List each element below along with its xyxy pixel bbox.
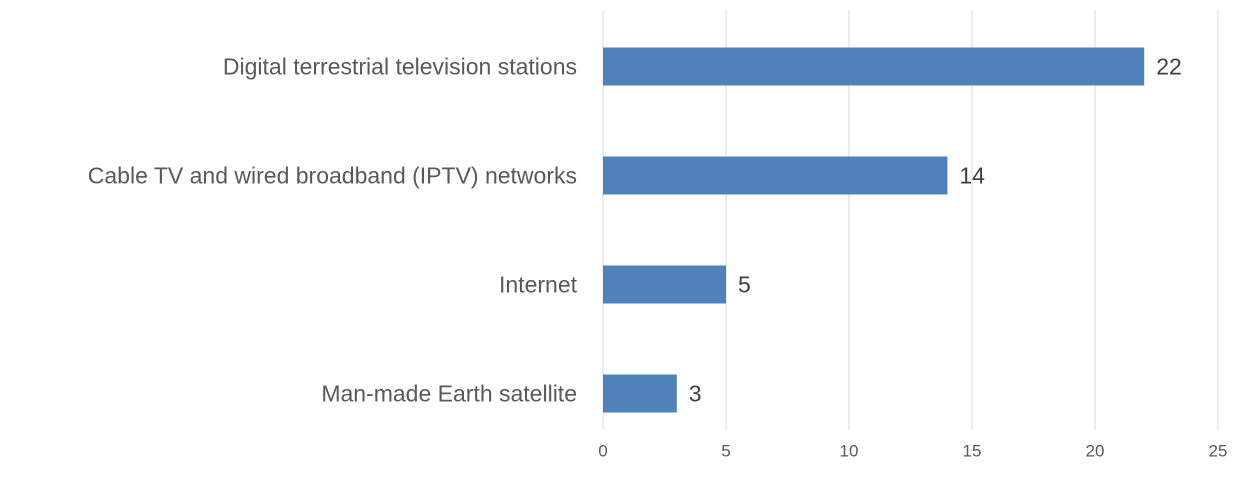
- y-tick-label: Internet: [499, 272, 578, 298]
- x-tick-label: 15: [963, 441, 982, 460]
- x-tick-label: 0: [598, 441, 607, 460]
- y-tick-label: Man-made Earth satellite: [321, 381, 577, 407]
- bar: [603, 265, 726, 304]
- bar: [603, 47, 1145, 86]
- data-label: 14: [959, 163, 985, 189]
- bar: [603, 156, 948, 195]
- bar: [603, 374, 677, 413]
- data-label: 5: [738, 272, 751, 298]
- y-tick-label: Cable TV and wired broadband (IPTV) netw…: [88, 163, 577, 189]
- data-label: 22: [1156, 54, 1182, 80]
- y-tick-label: Digital terrestrial television stations: [223, 54, 577, 80]
- data-label: 3: [689, 381, 702, 407]
- x-tick-label: 25: [1209, 441, 1228, 460]
- x-tick-label: 10: [840, 441, 859, 460]
- x-tick-label: 5: [721, 441, 730, 460]
- x-tick-label: 20: [1086, 441, 1105, 460]
